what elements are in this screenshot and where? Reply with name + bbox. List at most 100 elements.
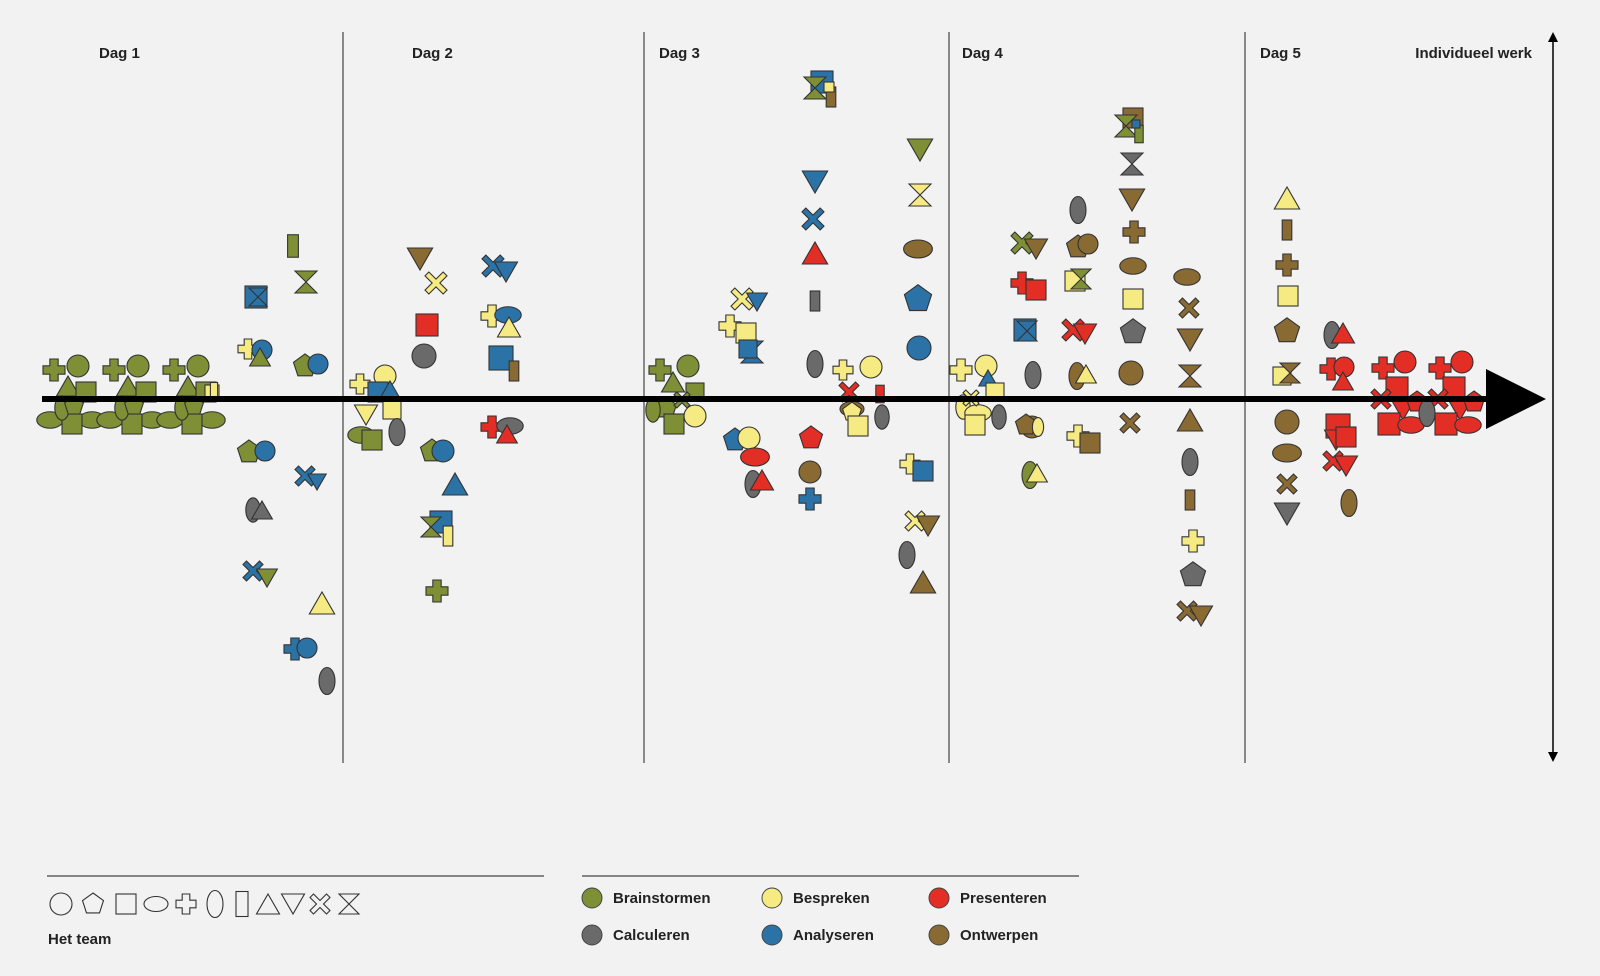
activity-mark bbox=[353, 404, 379, 427]
activity-mark bbox=[909, 569, 937, 594]
activity-mark bbox=[949, 358, 973, 382]
activity-mark bbox=[1418, 398, 1436, 428]
activity-mark bbox=[1177, 364, 1203, 388]
activity-mark bbox=[964, 414, 986, 436]
activity-mark bbox=[1276, 473, 1298, 495]
activity-mark bbox=[660, 370, 686, 393]
activity-mark bbox=[1119, 152, 1145, 176]
activity-mark bbox=[1393, 350, 1417, 374]
activity-mark bbox=[411, 343, 437, 369]
activity-mark bbox=[718, 314, 742, 338]
activity-mark bbox=[415, 313, 439, 337]
triangle-down-icon bbox=[280, 893, 306, 916]
activity-mark bbox=[442, 525, 454, 547]
activity-mark bbox=[903, 284, 933, 312]
activity-mark bbox=[307, 353, 329, 375]
activity-mark bbox=[1333, 455, 1359, 478]
activity-mark bbox=[1278, 362, 1302, 384]
activity-mark bbox=[809, 290, 821, 312]
activity-mark bbox=[1131, 119, 1141, 129]
activity-mark bbox=[991, 404, 1007, 430]
legend-label-bespreken: Bespreken bbox=[793, 890, 870, 907]
activity-mark bbox=[1176, 328, 1204, 353]
legend-label-brainstorm: Brainstormen bbox=[613, 890, 711, 907]
activity-mark bbox=[42, 358, 66, 382]
axis-label-individual-work: Individueel werk bbox=[1415, 45, 1532, 62]
activity-mark bbox=[1335, 426, 1357, 448]
activity-mark bbox=[1273, 502, 1301, 527]
activity-mark bbox=[1069, 268, 1093, 290]
legend-label-calculeren: Calculeren bbox=[613, 927, 690, 944]
activity-mark bbox=[1340, 488, 1358, 518]
activity-mark bbox=[480, 415, 504, 439]
activity-mark bbox=[1024, 360, 1042, 390]
activity-mark bbox=[806, 349, 824, 379]
activity-mark bbox=[1031, 416, 1045, 437]
legend-swatch-bespreken bbox=[761, 887, 783, 909]
activity-mark bbox=[247, 287, 269, 307]
activity-mark bbox=[1450, 350, 1474, 374]
legend-label-presenteren: Presenteren bbox=[960, 890, 1047, 907]
activity-mark bbox=[907, 183, 933, 207]
individual-work-axis bbox=[1548, 32, 1558, 762]
day-label-5: Dag 5 bbox=[1260, 45, 1301, 62]
activity-mark bbox=[254, 440, 276, 462]
legend-swatch-ontwerpen bbox=[928, 924, 950, 946]
pentagon-icon bbox=[81, 892, 105, 914]
activity-mark bbox=[906, 335, 932, 361]
activity-mark bbox=[801, 170, 829, 195]
activity-mark bbox=[1274, 409, 1300, 435]
activity-mark bbox=[287, 234, 299, 258]
activity-mark bbox=[1178, 297, 1200, 319]
activity-mark bbox=[250, 499, 274, 520]
activity-mark bbox=[306, 473, 328, 492]
activity-mark bbox=[898, 540, 916, 570]
activity-mark bbox=[1331, 370, 1355, 391]
activity-mark bbox=[1277, 285, 1299, 307]
activity-mark bbox=[209, 381, 219, 399]
activity-mark bbox=[495, 423, 519, 444]
activity-mark bbox=[663, 413, 685, 435]
tall-rect-icon bbox=[235, 890, 249, 918]
activity-mark bbox=[1275, 253, 1299, 277]
activity-mark bbox=[1025, 279, 1047, 301]
plus-icon bbox=[175, 893, 197, 915]
activity-mark bbox=[198, 411, 226, 429]
day-label-2: Dag 2 bbox=[412, 45, 453, 62]
activity-mark bbox=[1281, 219, 1293, 241]
cross-icon bbox=[309, 893, 331, 915]
activity-mark bbox=[361, 429, 383, 451]
day-label-4: Dag 4 bbox=[962, 45, 1004, 62]
activity-mark bbox=[425, 579, 449, 603]
legend-label-analyseren: Analyseren bbox=[793, 927, 874, 944]
activity-mark bbox=[1377, 412, 1401, 436]
activity-mark bbox=[847, 415, 869, 437]
activity-mark bbox=[1118, 360, 1144, 386]
activity-mark bbox=[126, 354, 150, 378]
legend-swatch-presenteren bbox=[928, 887, 950, 909]
activity-mark bbox=[1119, 257, 1147, 275]
activity-mark bbox=[388, 417, 406, 447]
activity-mark bbox=[1119, 318, 1147, 344]
activity-mark bbox=[248, 346, 272, 367]
activity-mark bbox=[308, 590, 336, 615]
activity-mark bbox=[903, 239, 933, 259]
day-label-3: Dag 3 bbox=[659, 45, 700, 62]
activity-mark bbox=[745, 292, 769, 313]
activity-mark bbox=[237, 338, 259, 360]
activity-mark bbox=[441, 471, 469, 496]
activity-mark bbox=[906, 138, 934, 163]
activity-mark bbox=[737, 426, 761, 450]
activity-mark bbox=[823, 81, 835, 93]
activity-mark bbox=[801, 207, 825, 231]
legend-swatch-brainstorm bbox=[581, 887, 603, 909]
activity-mark bbox=[1272, 443, 1302, 463]
activity-mark bbox=[798, 487, 822, 511]
activity-mark bbox=[749, 468, 775, 491]
activity-mark bbox=[1077, 233, 1099, 255]
activity-mark bbox=[912, 460, 934, 482]
activity-mark bbox=[1385, 376, 1409, 400]
activity-mark bbox=[1428, 356, 1452, 380]
activity-mark bbox=[1122, 288, 1144, 310]
